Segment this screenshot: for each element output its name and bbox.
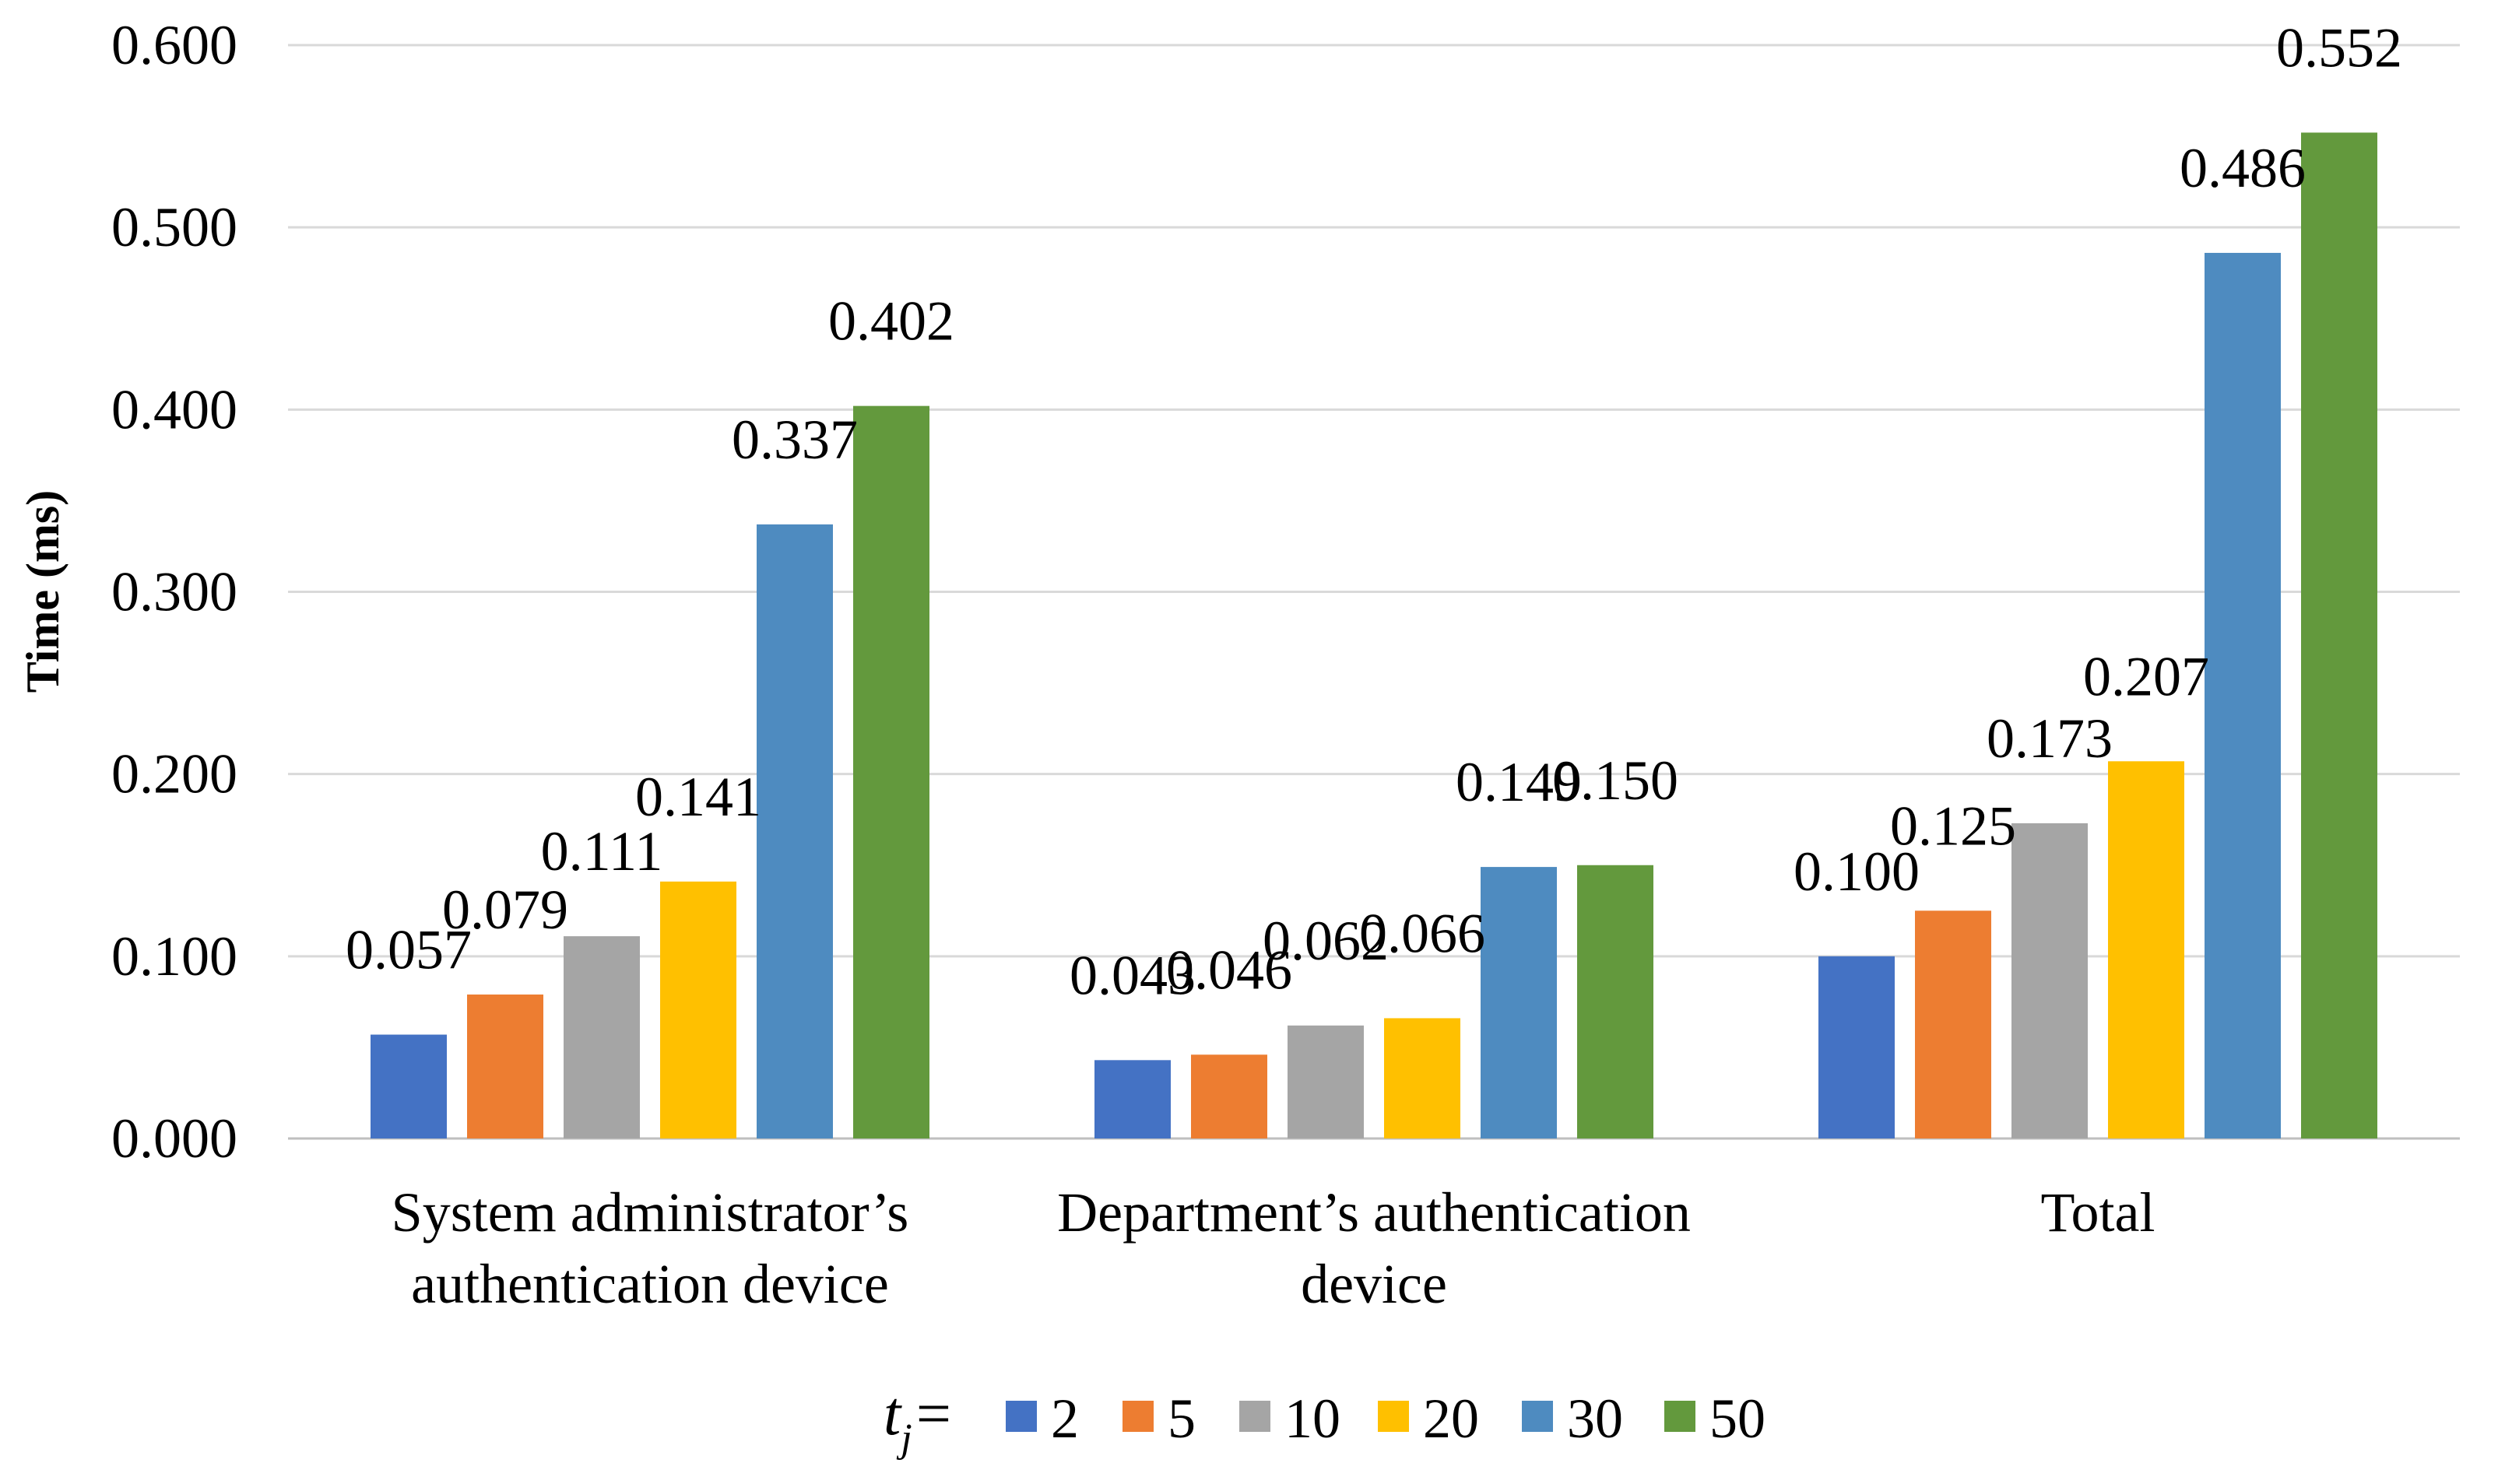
legend-prefix-var: t [884, 1380, 902, 1448]
legend-swatch [1378, 1401, 1409, 1432]
data-label: 0.043 [1070, 944, 1196, 1006]
y-tick-label: 0.200 [111, 743, 237, 805]
legend-label: 10 [1284, 1388, 1340, 1450]
legend: tj= 2 5 10 20 30 50 [884, 1380, 1765, 1461]
legend-prefix: tj= [884, 1380, 954, 1461]
legend-swatch [1123, 1401, 1154, 1432]
legend-swatch [1239, 1401, 1270, 1432]
y-tick-label: 0.500 [111, 196, 237, 258]
data-label: 0.100 [1794, 840, 1920, 903]
data-label: 0.337 [732, 409, 858, 471]
legend-swatch [1664, 1401, 1695, 1432]
data-label: 0.057 [346, 919, 472, 981]
legend-label: 30 [1567, 1388, 1623, 1450]
data-label: 0.111 [541, 820, 663, 882]
data-label: 0.207 [2083, 645, 2209, 707]
bars [371, 132, 2377, 1139]
y-tick-label: 0.400 [111, 378, 237, 440]
category-label: Department’s authentication [1057, 1181, 1691, 1244]
category-label: device [1301, 1253, 1447, 1315]
bar [853, 405, 929, 1138]
legend-swatch [1006, 1401, 1037, 1432]
bar [467, 995, 543, 1138]
data-label: 0.141 [635, 766, 761, 828]
data-label: 0.149 [1456, 751, 1582, 813]
data-label: 0.552 [2276, 16, 2402, 79]
y-tick-label: 0.600 [111, 14, 237, 76]
gridlines [288, 44, 2460, 1140]
data-label: 0.173 [1987, 707, 2113, 770]
bar [2205, 252, 2281, 1139]
category-label: authentication device [411, 1253, 889, 1315]
data-label: 0.486 [2180, 137, 2306, 199]
y-tick-label: 0.300 [111, 561, 237, 623]
y-axis-ticks: 0.000 0.100 0.200 0.300 0.400 0.500 0.600 [111, 14, 237, 1170]
legend-label: 5 [1168, 1388, 1196, 1450]
data-label: 0.125 [1890, 795, 2016, 857]
bar [371, 1034, 447, 1138]
bar [757, 524, 833, 1138]
data-label: 0.150 [1552, 749, 1678, 812]
y-axis-title: Time (ms) [17, 490, 69, 693]
legend-label: 20 [1423, 1388, 1479, 1450]
bar [1577, 865, 1653, 1138]
y-tick-label: 0.100 [111, 925, 237, 988]
data-label: 0.066 [1359, 902, 1485, 964]
category-label: System administrator’s [392, 1181, 909, 1244]
x-axis-categories: System administrator’s authentication dev… [392, 1181, 2155, 1315]
bar [2108, 761, 2184, 1138]
category-label: Total [2041, 1181, 2155, 1244]
bar [2011, 823, 2088, 1138]
data-label: 0.079 [442, 879, 568, 941]
data-label: 0.402 [828, 290, 954, 353]
legend-prefix-equals: = [912, 1380, 954, 1448]
bar [1915, 910, 1991, 1138]
bar [1481, 867, 1557, 1138]
bar [1818, 956, 1895, 1138]
legend-prefix-subscript: j [896, 1416, 912, 1461]
bar [660, 881, 736, 1138]
y-tick-label: 0.000 [111, 1107, 237, 1170]
legend-swatch [1522, 1401, 1553, 1432]
bar [1191, 1054, 1267, 1138]
data-label: 0.046 [1166, 938, 1292, 1001]
bar [1288, 1025, 1364, 1138]
bar [1384, 1018, 1460, 1138]
data-labels: 0.057 0.043 0.100 0.079 0.046 0.125 0.111 0.062… [346, 16, 2402, 1006]
bar [2301, 132, 2377, 1138]
data-label: 0.062 [1263, 910, 1389, 972]
bar [564, 936, 640, 1138]
legend-label: 50 [1709, 1388, 1765, 1450]
legend-label: 2 [1051, 1388, 1079, 1450]
bar [1094, 1060, 1171, 1138]
